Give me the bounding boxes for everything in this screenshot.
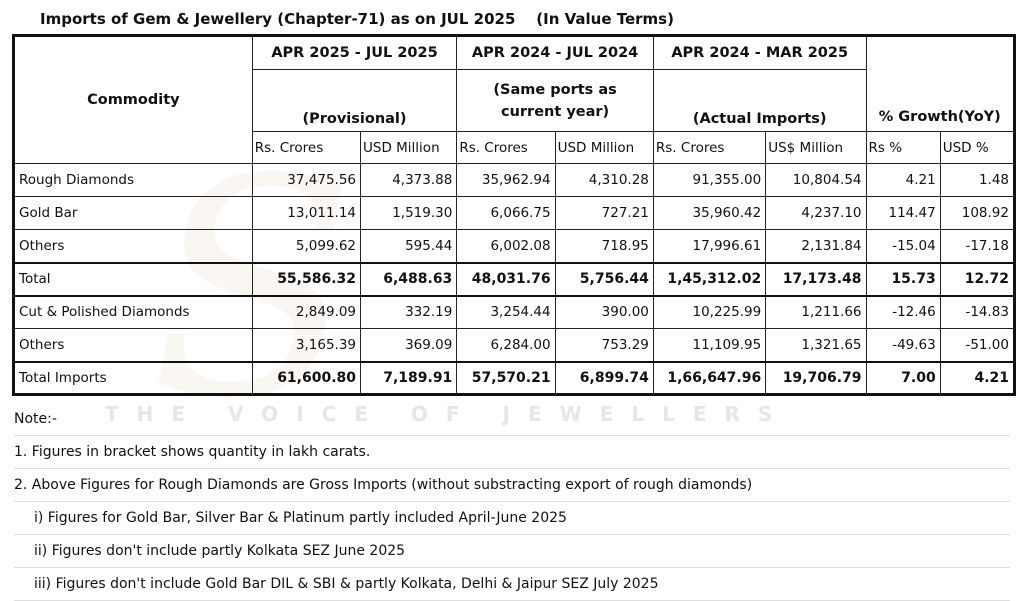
- period-note: (Provisional): [251, 69, 458, 132]
- subheader: US$ Million: [765, 131, 867, 164]
- note-line: iii) Figures don't include Gold Bar DIL …: [14, 568, 1010, 601]
- value-cell: 332.19: [360, 295, 458, 329]
- watermark-tagline: THE VOICE OF JEWELLERS: [105, 402, 791, 426]
- value-cell: 3,165.39: [251, 328, 362, 363]
- value-cell: -51.00: [939, 328, 1016, 363]
- value-cell: 727.21: [554, 196, 654, 230]
- period-header: APR 2024 - MAR 2025: [652, 35, 867, 70]
- value-cell: 114.47: [865, 196, 941, 230]
- value-cell: 718.95: [554, 229, 654, 264]
- subheader: Rs %: [865, 131, 941, 164]
- value-cell: 55,586.32: [251, 262, 362, 297]
- commodity-name: Cut & Polished Diamonds: [13, 295, 253, 329]
- note-line: 2. Above Figures for Rough Diamonds are …: [14, 469, 1010, 502]
- value-cell: 35,960.42: [652, 196, 767, 230]
- note-heading: Note:-: [14, 403, 1010, 436]
- value-cell: 37,475.56: [251, 163, 362, 197]
- value-cell: 4.21: [939, 361, 1016, 395]
- value-cell: 7,189.91: [360, 361, 458, 395]
- period-header: APR 2025 - JUL 2025: [251, 35, 458, 70]
- value-cell: 11,109.95: [652, 328, 767, 363]
- value-cell: 753.29: [554, 328, 654, 363]
- subheader: USD Million: [360, 131, 458, 164]
- value-cell: 48,031.76: [456, 262, 556, 297]
- value-cell: 1,519.30: [360, 196, 458, 230]
- value-cell: 10,804.54: [765, 163, 867, 197]
- value-cell: 10,225.99: [652, 295, 767, 329]
- value-cell: 6,066.75: [456, 196, 556, 230]
- value-cell: 5,756.44: [554, 262, 654, 297]
- value-cell: 15.73: [865, 262, 941, 297]
- value-cell: 19,706.79: [765, 361, 867, 395]
- value-cell: 595.44: [360, 229, 458, 264]
- note-line: ii) Figures don't include partly Kolkata…: [14, 535, 1010, 568]
- commodity-name: Gold Bar: [13, 196, 253, 230]
- value-cell: 369.09: [360, 328, 458, 363]
- table-row: Others 3,165.39 369.09 6,284.00 753.29 11,109…: [13, 328, 1016, 363]
- value-cell: 17,996.61: [652, 229, 767, 264]
- value-cell: 390.00: [554, 295, 654, 329]
- commodity-name: Others: [13, 328, 253, 363]
- value-cell: 1,211.66: [765, 295, 867, 329]
- notes: Note:- 1. Figures in bracket shows quant…: [14, 403, 1010, 601]
- value-cell: -15.04: [865, 229, 941, 264]
- value-cell: 4,237.10: [765, 196, 867, 230]
- subheader: Rs. Crores: [251, 131, 362, 164]
- value-cell: -14.83: [939, 295, 1016, 329]
- value-cell: 35,962.94: [456, 163, 556, 197]
- period-header: APR 2024 - JUL 2024: [456, 35, 654, 70]
- value-cell: 1,45,312.02: [652, 262, 767, 297]
- value-cell: 4.21: [865, 163, 941, 197]
- value-cell: 4,310.28: [554, 163, 654, 197]
- value-cell: 57,570.21: [456, 361, 556, 395]
- value-cell: -49.63: [865, 328, 941, 363]
- value-cell: 108.92: [939, 196, 1016, 230]
- value-cell: -12.46: [865, 295, 941, 329]
- period-note: (Same ports as current year): [456, 69, 654, 132]
- note-line: 1. Figures in bracket shows quantity in …: [14, 436, 1010, 469]
- table-row: Total Imports 61,600.80 7,189.91 57,570.21 6…: [13, 361, 1016, 395]
- subheader: USD %: [939, 131, 1016, 164]
- subheader: Rs. Crores: [652, 131, 767, 164]
- subheader: Rs. Crores: [456, 131, 556, 164]
- value-cell: 2,849.09: [251, 295, 362, 329]
- value-cell: 17,173.48: [765, 262, 867, 297]
- value-cell: 6,284.00: [456, 328, 556, 363]
- value-cell: 2,131.84: [765, 229, 867, 264]
- value-cell: -17.18: [939, 229, 1016, 264]
- value-cell: 1,66,647.96: [652, 361, 767, 395]
- commodity-name: Total: [13, 262, 253, 297]
- value-cell: 1,321.65: [765, 328, 867, 363]
- commodity-name: Total Imports: [13, 361, 253, 395]
- value-cell: 7.00: [865, 361, 941, 395]
- table-row: Others 5,099.62 595.44 6,002.08 718.95 17,996…: [13, 229, 1016, 264]
- value-cell: 91,355.00: [652, 163, 767, 197]
- value-cell: 1.48: [939, 163, 1016, 197]
- table-row: Cut & Polished Diamonds 2,849.09 332.19 3,2…: [13, 295, 1016, 329]
- value-cell: 6,488.63: [360, 262, 458, 297]
- value-cell: 61,600.80: [251, 361, 362, 395]
- value-cell: 3,254.44: [456, 295, 556, 329]
- value-cell: 13,011.14: [251, 196, 362, 230]
- subheader: USD Million: [554, 131, 654, 164]
- value-cell: 4,373.88: [360, 163, 458, 197]
- commodity-name: Others: [13, 229, 253, 264]
- note-line: i) Figures for Gold Bar, Silver Bar & Pl…: [14, 502, 1010, 535]
- value-cell: 6,002.08: [456, 229, 556, 264]
- period-note: (Actual Imports): [652, 69, 867, 132]
- commodity-name: Rough Diamonds: [13, 163, 253, 197]
- imports-table: Commodity APR 2025 - JUL 2025 APR 2024 -…: [12, 34, 1016, 396]
- value-cell: 5,099.62: [251, 229, 362, 264]
- growth-header: % Growth(YoY): [865, 35, 1016, 132]
- page-title: Imports of Gem & Jewellery (Chapter-71) …: [40, 10, 674, 28]
- table-row: Gold Bar 13,011.14 1,519.30 6,066.75 727.21 3…: [13, 196, 1016, 230]
- table-row: Rough Diamonds 37,475.56 4,373.88 35,962.94…: [13, 163, 1016, 197]
- value-cell: 6,899.74: [554, 361, 654, 395]
- commodity-header: Commodity: [13, 35, 253, 164]
- value-cell: 12.72: [939, 262, 1016, 297]
- table-row: Total 55,586.32 6,488.63 48,031.76 5,756.44 1…: [13, 262, 1016, 297]
